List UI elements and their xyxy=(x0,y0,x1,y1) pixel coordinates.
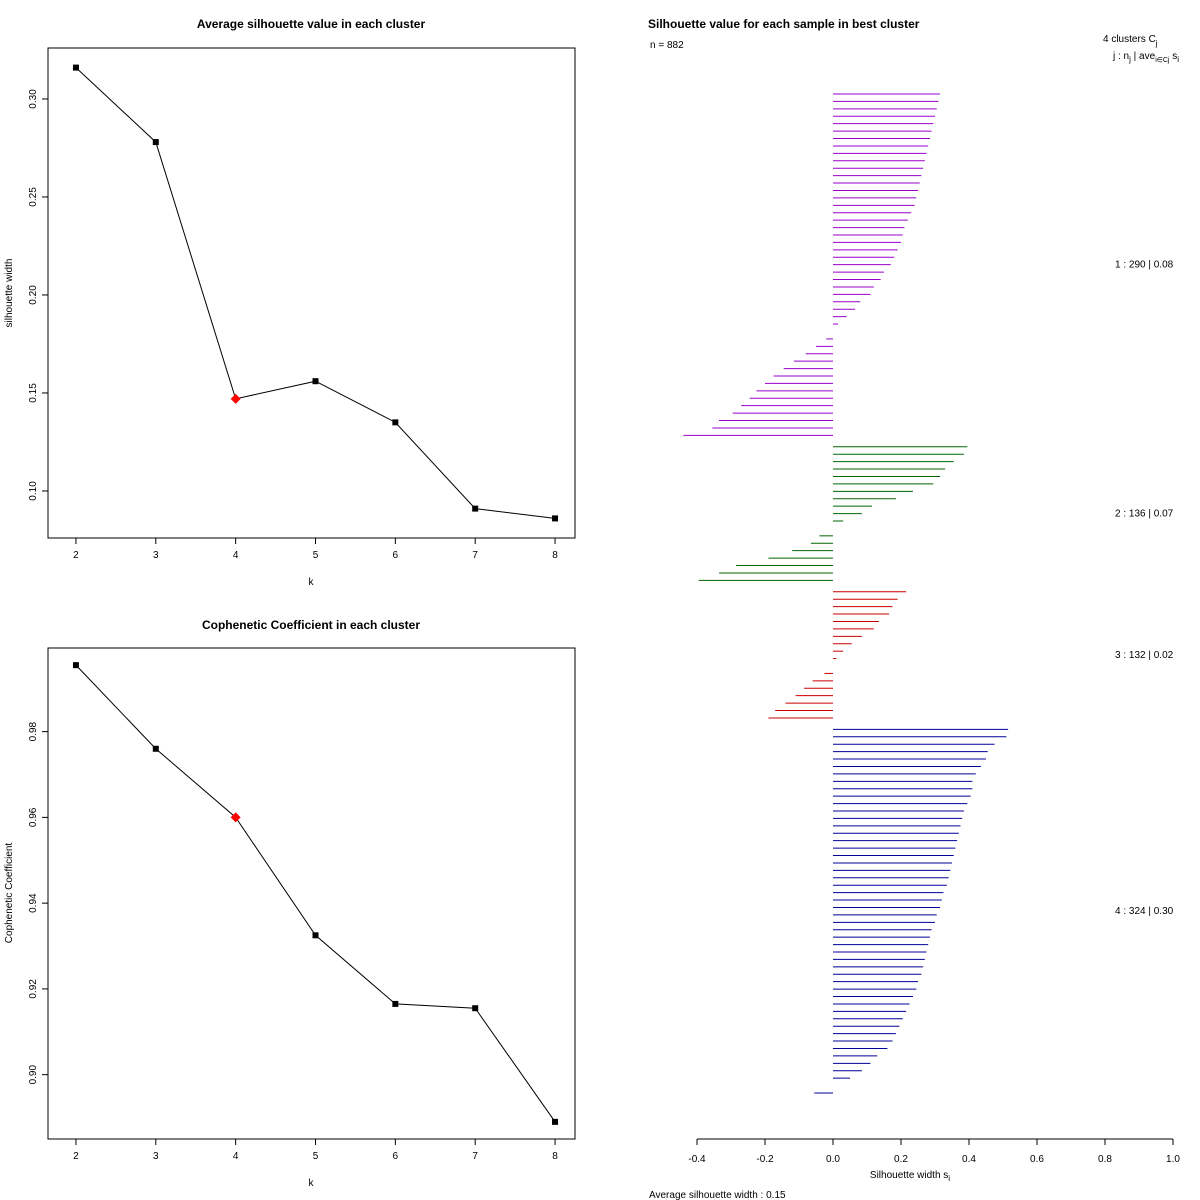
x-tick-label: 8 xyxy=(552,550,558,561)
y-tick-label: 0.98 xyxy=(28,721,39,741)
legend-header-clusters: 4 clusters C xyxy=(1103,34,1156,45)
x-tick-label: 6 xyxy=(393,550,399,561)
data-point-marker xyxy=(72,662,79,669)
cluster-summary-label: 3 : 132 | 0.02 xyxy=(1115,650,1174,661)
y-tick-label: 0.96 xyxy=(28,807,39,827)
y-tick-label: 0.10 xyxy=(28,481,39,501)
cophenetic-chart-title: Cophenetic Coefficient in each cluster xyxy=(202,618,420,632)
y-tick-label: 0.20 xyxy=(28,285,39,305)
x-tick-label: -0.2 xyxy=(756,1154,774,1165)
x-tick-label: 7 xyxy=(472,1151,478,1162)
highlight-point-marker xyxy=(230,393,241,404)
sample-count-label: n = 882 xyxy=(650,40,684,51)
silhouette-plot-title: Silhouette value for each sample in best… xyxy=(648,17,920,31)
silhouette-y-axis-label: silhouette width xyxy=(4,259,15,328)
silhouette-line-chart: Average silhouette value in each cluster… xyxy=(4,17,576,588)
silhouette-width-axis-text: Silhouette width s xyxy=(870,1170,948,1181)
data-point-marker xyxy=(472,1005,479,1012)
data-point-marker xyxy=(552,1118,559,1125)
cophenetic-x-axis-label: k xyxy=(309,1178,315,1189)
x-tick-label: 6 xyxy=(393,1151,399,1162)
data-point-marker xyxy=(552,515,559,522)
silhouette-chart-title: Average silhouette value in each cluster xyxy=(197,17,426,31)
average-silhouette-width: Average silhouette width : 0.15 xyxy=(649,1190,786,1200)
cophenetic-y-axis-label: Cophenetic Coefficient xyxy=(4,843,15,944)
x-tick-label: 0.6 xyxy=(1030,1154,1044,1165)
x-tick-label: 1.0 xyxy=(1166,1154,1180,1165)
cluster-summary-label: 2 : 136 | 0.07 xyxy=(1115,509,1174,520)
data-point-marker xyxy=(152,745,159,752)
legend-header-line2: j : nj | avei∈Cj si xyxy=(1112,51,1179,64)
series-line xyxy=(75,67,556,519)
legend-header-ave: | ave xyxy=(1131,51,1156,62)
x-tick-label: 0.4 xyxy=(962,1154,976,1165)
legend-header-s: s xyxy=(1169,51,1177,62)
legend-header-sub-j: j xyxy=(1155,39,1158,48)
silhouette-width-axis-label: Silhouette width si xyxy=(870,1170,950,1183)
y-tick-label: 0.90 xyxy=(28,1065,39,1085)
x-tick-label: 2 xyxy=(73,1151,79,1162)
data-point-marker xyxy=(152,139,159,146)
cluster-summary-label: 4 : 324 | 0.30 xyxy=(1115,906,1174,917)
legend-header-j-n: j : n xyxy=(1112,51,1129,62)
silhouette-plot-frame xyxy=(47,47,576,539)
data-point-marker xyxy=(392,419,399,426)
x-tick-label: 2 xyxy=(73,550,79,561)
x-tick-label: 4 xyxy=(233,550,239,561)
silhouette-bar-plot: Silhouette value for each sample in best… xyxy=(648,17,1180,1200)
x-tick-label: 8 xyxy=(552,1151,558,1162)
legend-header-sub-i: i xyxy=(1177,55,1179,64)
x-tick-label: 0.2 xyxy=(894,1154,908,1165)
data-point-marker xyxy=(312,932,319,939)
cophenetic-line-chart: Cophenetic Coefficient in each cluster k… xyxy=(4,618,576,1189)
legend-header-line1: 4 clusters Cj xyxy=(1103,34,1158,48)
x-tick-label: -0.4 xyxy=(688,1154,706,1165)
x-tick-label: 4 xyxy=(233,1151,239,1162)
x-tick-label: 0.8 xyxy=(1098,1154,1112,1165)
x-tick-label: 3 xyxy=(153,1151,159,1162)
x-tick-label: 3 xyxy=(153,550,159,561)
y-tick-label: 0.30 xyxy=(28,89,39,109)
data-point-marker xyxy=(312,378,319,385)
x-tick-label: 7 xyxy=(472,550,478,561)
y-tick-label: 0.92 xyxy=(28,979,39,999)
x-tick-label: 5 xyxy=(313,1151,319,1162)
data-point-marker xyxy=(72,64,79,71)
cophenetic-plot-frame xyxy=(47,647,576,1140)
legend-header-sub-i-in-cj: i∈Cj xyxy=(1155,57,1170,64)
silhouette-width-axis-sub: i xyxy=(948,1174,950,1183)
data-point-marker xyxy=(392,1000,399,1007)
x-tick-label: 5 xyxy=(313,550,319,561)
legend-header-sub-nj: j xyxy=(1128,55,1131,64)
y-tick-label: 0.25 xyxy=(28,187,39,207)
highlight-point-marker xyxy=(230,812,241,823)
series-line xyxy=(75,664,556,1123)
y-tick-label: 0.15 xyxy=(28,383,39,403)
y-tick-label: 0.94 xyxy=(28,893,39,913)
silhouette-x-axis-label: k xyxy=(309,577,315,588)
cluster-summary-label: 1 : 290 | 0.08 xyxy=(1115,260,1174,271)
x-tick-label: 0.0 xyxy=(826,1154,840,1165)
data-point-marker xyxy=(472,505,479,512)
